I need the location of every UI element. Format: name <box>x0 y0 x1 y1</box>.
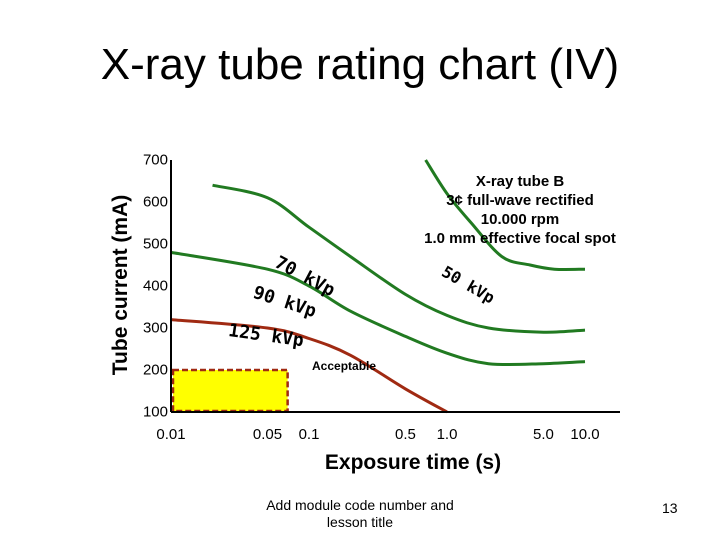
page-number: 13 <box>662 500 678 516</box>
x-tick-label: 0.01 <box>156 426 186 443</box>
x-tick-label: 0.1 <box>298 426 320 443</box>
y-tick-label: 700 <box>142 151 168 169</box>
tube-info-line: 10.000 rpm <box>480 211 560 228</box>
curve-70kvp <box>212 183 586 334</box>
slide-title: X-ray tube rating chart (IV) <box>100 40 620 89</box>
curve-group <box>170 159 586 414</box>
x-tick-label: 0.5 <box>395 426 416 443</box>
acceptable-label: Acceptable <box>312 359 377 373</box>
y-tick-label: 300 <box>142 319 168 337</box>
tube-info-line: 3¢ full-wave rectified <box>446 192 594 209</box>
x-tick-label: 5.0 <box>533 426 554 443</box>
y-tick-label: 500 <box>142 235 168 253</box>
curve-90kvp <box>170 250 586 367</box>
x-axis-label: Exposure time (s) <box>324 451 502 474</box>
curve-50kvp <box>424 159 586 272</box>
curve-125kvp <box>170 318 448 414</box>
x-tick-label: 0.05 <box>252 426 283 443</box>
y-tick-label: 600 <box>142 193 168 211</box>
y-tick-label: 200 <box>142 361 168 379</box>
tube-info: X-ray tube B 3¢ full-wave rectified 10.0… <box>400 172 640 248</box>
acceptable-region <box>171 368 289 413</box>
footer-text: Add module code number and lesson title <box>266 497 454 530</box>
x-tick-label: 1.0 <box>436 426 458 443</box>
x-tick-label: 10.0 <box>570 426 600 443</box>
tube-info-line: X-ray tube B <box>475 173 565 190</box>
y-tick-label: 400 <box>142 277 168 295</box>
y-tick-label: 100 <box>142 403 168 421</box>
tube-info-line: 1.0 mm effective focal spot <box>424 230 616 247</box>
